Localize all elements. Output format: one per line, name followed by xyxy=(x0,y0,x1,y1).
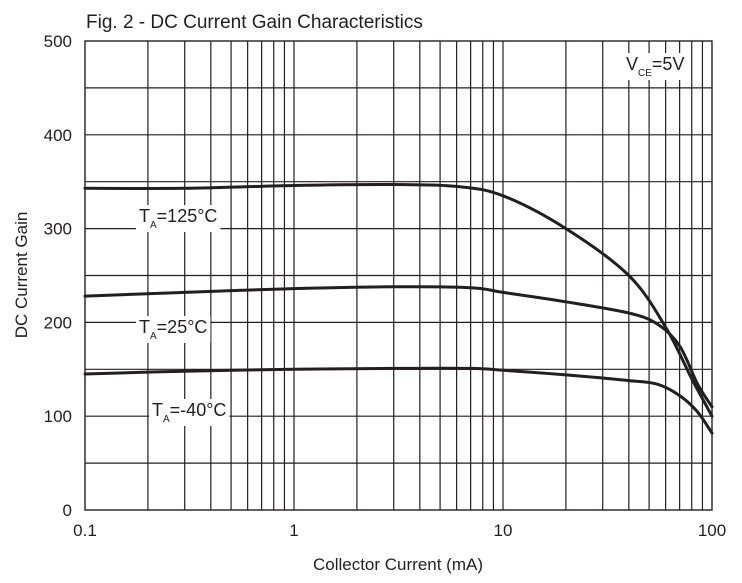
series-line xyxy=(83,285,714,409)
label-background xyxy=(149,399,230,426)
grid-lines xyxy=(85,41,712,510)
label-background xyxy=(136,205,221,232)
axis-ticks: 0.1 1 10 100 0 100 200 300 400 500 xyxy=(44,32,727,540)
series-label: TA=-40°C xyxy=(149,399,230,426)
label-text: TA=-40°C xyxy=(152,400,226,425)
series-line xyxy=(83,366,714,435)
x-axis-label: Collector Current (mA) xyxy=(313,555,483,574)
x-tick-label: 1 xyxy=(289,521,298,540)
y-tick-label: 0 xyxy=(63,501,72,520)
y-axis-label: DC Current Gain xyxy=(12,212,31,339)
series-label: TA=125°C xyxy=(136,205,221,232)
y-tick-label: 500 xyxy=(44,32,72,51)
y-tick-label: 400 xyxy=(44,126,72,145)
series-curves xyxy=(83,182,714,435)
label-text: TA=125°C xyxy=(139,206,217,231)
chart-title: Fig. 2 - DC Current Gain Characteristics xyxy=(86,12,423,33)
y-tick-label: 300 xyxy=(44,220,72,239)
y-tick-label: 200 xyxy=(44,313,72,332)
label-background xyxy=(136,316,211,343)
y-tick-label: 100 xyxy=(44,407,72,426)
series-labels: TA=125°C TA=25°C TA=-40°C VCE=5V xyxy=(136,53,688,426)
series-label: TA=25°C xyxy=(136,316,211,343)
x-tick-label: 0.1 xyxy=(73,521,97,540)
x-tick-label: 100 xyxy=(698,521,726,540)
label-background xyxy=(623,53,688,80)
plot-frame xyxy=(84,40,713,511)
condition-label: VCE=5V xyxy=(623,53,688,80)
label-text: VCE=5V xyxy=(626,54,684,79)
label-text: TA=25°C xyxy=(139,317,207,342)
x-tick-label: 10 xyxy=(494,521,513,540)
